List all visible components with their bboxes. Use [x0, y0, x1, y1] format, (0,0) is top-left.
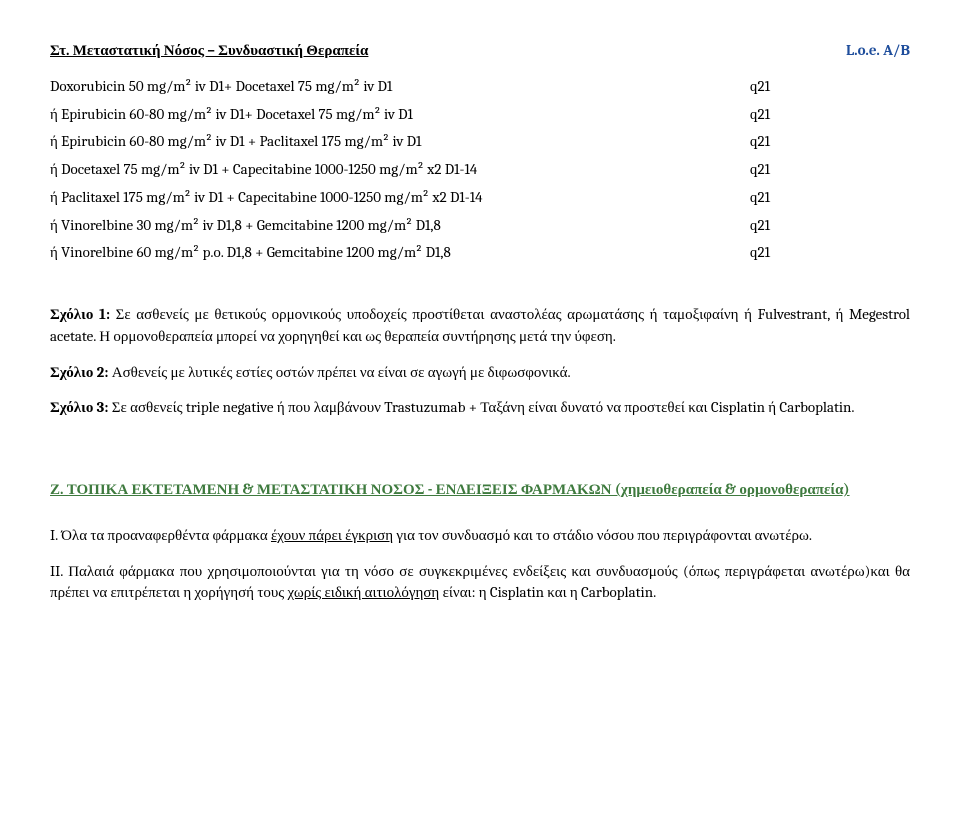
dose-code: q21 [750, 76, 910, 98]
dose-row: ή Vinorelbine 30 mg/m² iv D1,8 + Gemcita… [50, 215, 910, 237]
comment-text: Σε ασθενείς triple negative ή που λαμβάν… [108, 398, 854, 416]
comment-text: Σε ασθενείς με θετικούς ορμονικούς υποδο… [50, 305, 910, 345]
comment-text: Ασθενείς με λυτικές εστίες οστών πρέπει … [108, 363, 570, 381]
dose-row: ή Docetaxel 75 mg/m² iv D1 + Capecitabin… [50, 159, 910, 181]
p1-post: για τον συνδυασμό και το στάδιο νόσου πο… [393, 526, 812, 544]
dose-code: q21 [750, 242, 910, 264]
comment-2: Σχόλιο 2: Ασθενείς με λυτικές εστίες οστ… [50, 362, 910, 384]
dose-code: q21 [750, 159, 910, 181]
dose-row: ή Epirubicin 60-80 mg/m² iv D1+ Docetaxe… [50, 104, 910, 126]
dose-code: q21 [750, 187, 910, 209]
comment-label: Σχόλιο 1: [50, 305, 110, 323]
dose-text: ή Epirubicin 60-80 mg/m² iv D1+ Docetaxe… [50, 104, 750, 126]
comment-1: Σχόλιο 1: Σε ασθενείς με θετικούς ορμονι… [50, 304, 910, 348]
dose-row: ή Vinorelbine 60 mg/m² p.o. D1,8 + Gemci… [50, 242, 910, 264]
p2-post: είναι: η Cisplatin και η Carboplatin. [439, 583, 656, 601]
comments-section: Σχόλιο 1: Σε ασθενείς με θετικούς ορμονι… [50, 304, 910, 419]
dose-text: ή Epirubicin 60-80 mg/m² iv D1 + Paclita… [50, 131, 750, 153]
dose-text: ή Vinorelbine 60 mg/m² p.o. D1,8 + Gemci… [50, 242, 750, 264]
section-header: Στ. Μεταστατική Νόσος – Συνδυαστική Θερα… [50, 40, 910, 62]
section-z-p1: I. Όλα τα προαναφερθέντα φάρμακα έχουν π… [50, 525, 910, 547]
p1-underline: έχουν πάρει έγκριση [271, 526, 393, 544]
dose-text: ή Paclitaxel 175 mg/m² iv D1 + Capecitab… [50, 187, 750, 209]
section-z-title: Ζ. ΤΟΠΙΚΑ ΕΚΤΕΤΑΜΕΝΗ & ΜΕΤΑΣΤΑΤΙΚΗ ΝΟΣΟΣ… [50, 479, 910, 501]
p1-pre: I. Όλα τα προαναφερθέντα φάρμακα [50, 526, 271, 544]
dose-text: Doxorubicin 50 mg/m² iv D1+ Docetaxel 75… [50, 76, 750, 98]
dose-code: q21 [750, 215, 910, 237]
dose-row: Doxorubicin 50 mg/m² iv D1+ Docetaxel 75… [50, 76, 910, 98]
dose-row: ή Paclitaxel 175 mg/m² iv D1 + Capecitab… [50, 187, 910, 209]
dose-list: Doxorubicin 50 mg/m² iv D1+ Docetaxel 75… [50, 76, 910, 264]
dose-code: q21 [750, 104, 910, 126]
comment-3: Σχόλιο 3: Σε ασθενείς triple negative ή … [50, 397, 910, 419]
dose-row: ή Epirubicin 60-80 mg/m² iv D1 + Paclita… [50, 131, 910, 153]
dose-code: q21 [750, 131, 910, 153]
dose-text: ή Docetaxel 75 mg/m² iv D1 + Capecitabin… [50, 159, 750, 181]
loe-label: L.o.e. A/B [846, 40, 910, 62]
comment-label: Σχόλιο 3: [50, 398, 108, 416]
section-z-p2: II. Παλαιά φάρμακα που χρησιμοποιούνται … [50, 561, 910, 605]
dose-text: ή Vinorelbine 30 mg/m² iv D1,8 + Gemcita… [50, 215, 750, 237]
section-title: Στ. Μεταστατική Νόσος – Συνδυαστική Θερα… [50, 40, 368, 62]
p2-underline: χωρίς ειδική αιτιολόγηση [288, 583, 440, 601]
comment-label: Σχόλιο 2: [50, 363, 108, 381]
